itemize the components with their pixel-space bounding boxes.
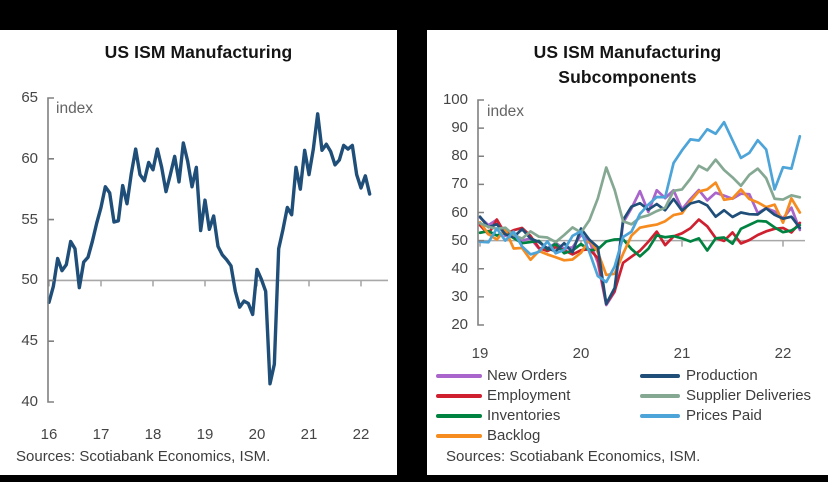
x-tick-label: 17 [92, 426, 110, 443]
x-tick-label: 16 [40, 426, 58, 443]
left-sources-note: Sources: Scotiabank Economics, ISM. [16, 448, 271, 465]
legend-swatch-new-orders [436, 374, 482, 378]
series-production [478, 197, 802, 306]
right-chart-plot [477, 99, 805, 326]
y-tick-label: 30 [451, 287, 468, 305]
y-axis [47, 97, 54, 403]
y-tick-label: 60 [451, 203, 468, 221]
series-inventories [478, 219, 802, 258]
legend-label-new-orders: New Orders [487, 367, 568, 384]
left-chart-plot [47, 97, 388, 403]
y-tick-label: 70 [451, 175, 468, 193]
y-tick-label: 90 [451, 119, 468, 137]
legend-label-employment: Employment [487, 387, 571, 404]
x-tick-label: 21 [673, 345, 691, 362]
right-chart-title-line-1: US ISM Manufacturing [533, 42, 722, 62]
x-tick-label: 20 [572, 345, 590, 362]
legend-label-production: Production [686, 367, 758, 384]
left-chart-title: US ISM Manufacturing [0, 40, 397, 65]
legend-swatch-employment [436, 394, 482, 398]
y-tick-label: 50 [21, 271, 38, 289]
legend-label-inventories: Inventories [487, 407, 561, 424]
legend-label-backlog: Backlog [487, 427, 541, 444]
right-chart-panel: US ISM Manufacturing Subcomponents index… [427, 30, 828, 475]
legend-swatch-production [640, 374, 680, 378]
y-tick-label: 60 [21, 149, 38, 167]
y-tick-label: 40 [451, 259, 468, 277]
x-tick-label: 22 [774, 345, 792, 362]
series-supplier-deliveries [478, 158, 802, 244]
y-tick-label: 20 [451, 316, 468, 333]
series-backlog [478, 181, 802, 277]
y-tick-label: 50 [451, 231, 468, 249]
legend-label-supplier-deliveries: Supplier Deliveries [686, 387, 812, 404]
x-tick-label: 21 [300, 426, 318, 443]
y-tick-label: 80 [451, 147, 468, 165]
series-prices-paid [478, 120, 802, 284]
x-tick-label: 22 [352, 426, 370, 443]
x-tick-label: 18 [144, 426, 162, 443]
legend-swatch-prices-paid [640, 414, 680, 418]
legend-label-prices-paid: Prices Paid [686, 407, 762, 424]
y-tick-label: 40 [21, 393, 38, 410]
right-axis-unit-label: index [487, 103, 525, 120]
right-chart-title-line-2: Subcomponents [558, 67, 697, 87]
y-tick-label: 65 [21, 89, 38, 106]
y-axis [477, 99, 484, 326]
right-chart-title: US ISM Manufacturing Subcomponents [427, 40, 828, 90]
x-tick-label: 20 [248, 426, 266, 443]
series-new-orders [478, 188, 802, 307]
y-tick-label: 45 [21, 332, 38, 350]
left-chart-panel: US ISM Manufacturing index 40 45 50 55 60 65 … [0, 30, 397, 475]
left-axis-unit-label: index [56, 100, 94, 117]
right-sources-note: Sources: Scotiabank Economics, ISM. [446, 448, 701, 465]
x-tick-label: 19 [196, 426, 214, 443]
left-chart-title-line: US ISM Manufacturing [104, 42, 293, 62]
series-us-ism-manufacturing [47, 112, 372, 386]
x-tick-label: 19 [471, 345, 489, 362]
y-tick-label: 100 [442, 91, 468, 108]
legend-swatch-supplier-deliveries [640, 394, 680, 398]
y-tick-label: 55 [21, 210, 38, 228]
legend-swatch-backlog [436, 434, 482, 438]
legend-swatch-inventories [436, 414, 482, 418]
